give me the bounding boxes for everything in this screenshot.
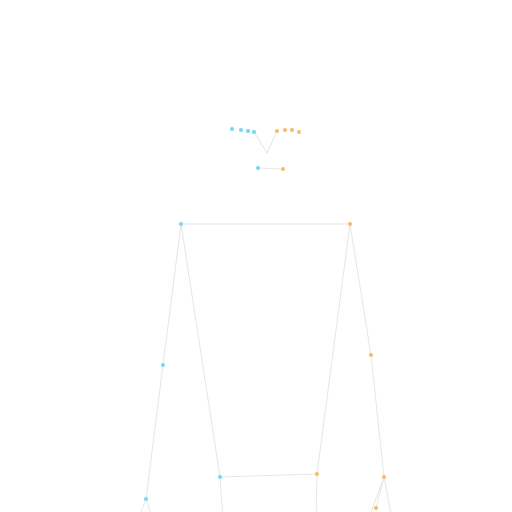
bone-extension-right-wrist-5 [383, 476, 392, 512]
joint-left-elbow [161, 363, 165, 367]
bone-left-upper-arm [162, 223, 182, 366]
bone-hips [219, 473, 318, 478]
joint-right-wrist [382, 475, 386, 479]
bone-left-torso [180, 223, 221, 478]
joint-left-shoulder [179, 222, 183, 226]
bone-extension-left-wrist-3 [145, 498, 151, 512]
bone-extension-left-hip-0 [219, 476, 223, 512]
bone-extension-right-wrist-4 [370, 476, 385, 512]
joint-left-brow-outer [230, 127, 234, 131]
joint-right-brow-mid-inner [283, 128, 287, 132]
joint-mouth-left [256, 166, 260, 170]
bone-right-wrist-to-hand [375, 476, 385, 509]
joint-right-hand [374, 506, 378, 510]
bone-nose-to-right-brow [266, 130, 278, 154]
bone-left-forearm [145, 364, 164, 500]
bone-right-torso [316, 223, 351, 475]
joint-left-brow-inner [252, 130, 256, 134]
joint-right-brow-mid-outer [290, 128, 294, 132]
bone-mouth [257, 167, 284, 170]
joint-left-hip [218, 475, 222, 479]
joint-right-shoulder [348, 222, 352, 226]
joint-right-brow-outer [297, 130, 301, 134]
bone-nose-to-left-brow [253, 131, 268, 154]
bone-right-upper-arm [349, 223, 372, 356]
joint-right-elbow [369, 353, 373, 357]
joints-layer [144, 127, 386, 510]
bone-right-forearm [370, 354, 385, 478]
joint-left-brow-mid-outer [239, 128, 243, 132]
joint-left-brow-mid-inner [246, 129, 250, 133]
joint-left-wrist [144, 497, 148, 501]
bone-extension-right-hip-1 [315, 473, 318, 512]
bones-layer [140, 130, 392, 512]
joint-right-brow-inner [275, 129, 279, 133]
bone-extension-left-wrist-2 [140, 498, 147, 512]
joint-mouth-right [281, 167, 285, 171]
joint-right-hip [315, 472, 319, 476]
